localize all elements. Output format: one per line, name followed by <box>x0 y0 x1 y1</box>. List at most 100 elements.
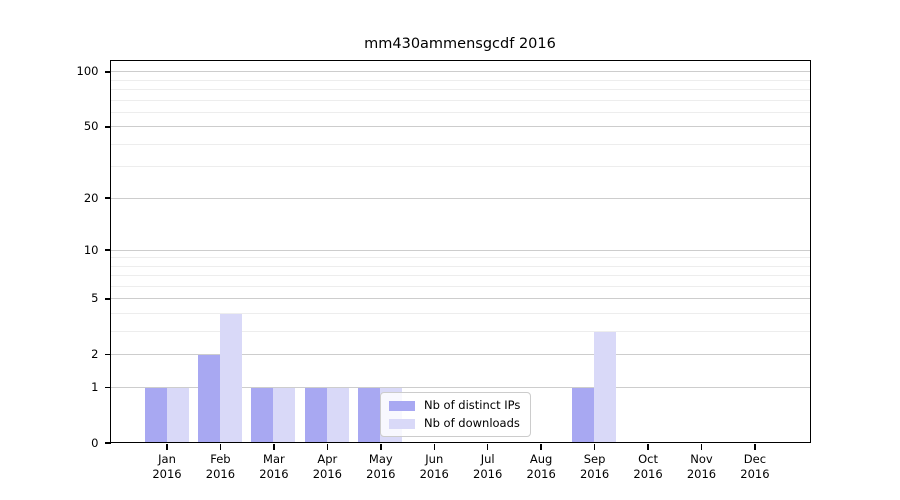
y-axis-tick-label: 2 <box>91 347 99 362</box>
minor-gridline <box>111 331 810 332</box>
legend-item-downloads: Nb of downloads <box>389 417 520 430</box>
x-axis-tick-label: Feb 2016 <box>192 452 248 482</box>
distinct-ips-bar <box>304 387 327 442</box>
y-axis-tick-label: 10 <box>83 242 99 257</box>
chart-title: mm430ammensgcdf 2016 <box>364 36 556 52</box>
x-tick-year: 2016 <box>686 467 717 481</box>
minor-gridline <box>111 265 810 267</box>
x-tick-year: 2016 <box>152 467 182 481</box>
downloads-bar <box>166 387 189 442</box>
x-axis-tick-label: Mar 2016 <box>246 452 302 482</box>
x-axis-tick-label: Dec 2016 <box>727 452 783 482</box>
minor-gridline <box>111 89 810 91</box>
minor-gridline <box>111 313 810 315</box>
x-tick-year: 2016 <box>579 467 610 481</box>
legend: Nb of distinct IPs Nb of downloads <box>380 392 532 437</box>
y-tick-mark <box>104 442 111 444</box>
major-gridline <box>111 354 810 356</box>
x-tick-year: 2016 <box>259 467 289 481</box>
x-tick-year: 2016 <box>526 467 556 481</box>
distinct-ips-bar <box>144 387 167 442</box>
x-tick-mark <box>326 443 329 450</box>
y-tick-mark <box>104 126 111 128</box>
minor-gridline <box>111 275 810 277</box>
major-gridline <box>111 386 810 388</box>
x-axis-tick-label: Aug 2016 <box>513 452 569 482</box>
downloads-bar <box>594 332 617 442</box>
y-axis-tick-label: 20 <box>83 190 99 205</box>
downloads-bar <box>273 387 296 442</box>
major-gridline <box>111 71 810 73</box>
x-tick-mark <box>593 443 596 450</box>
x-axis-tick-label: Sep 2016 <box>567 452 623 482</box>
x-tick-mark <box>273 443 275 450</box>
x-tick-month: May <box>368 452 393 466</box>
x-tick-year: 2016 <box>366 467 396 481</box>
y-tick-mark <box>104 249 111 251</box>
x-tick-month: Feb <box>210 452 231 466</box>
x-tick-year: 2016 <box>419 467 449 481</box>
y-axis-tick-label: 0 <box>91 435 99 450</box>
distinct-ips-bar <box>197 355 220 442</box>
distinct-ips-bar <box>251 387 274 442</box>
x-tick-year: 2016 <box>633 467 663 481</box>
minor-gridline <box>111 99 810 101</box>
x-tick-month: Jan <box>158 452 176 466</box>
x-tick-mark <box>486 443 489 450</box>
legend-swatch-distinct-ips <box>389 400 415 411</box>
distinct-ips-bar <box>358 387 381 442</box>
x-tick-year: 2016 <box>473 467 503 481</box>
x-axis-tick-label: Jul 2016 <box>460 452 516 482</box>
y-axis-tick-label: 50 <box>83 119 99 134</box>
x-tick-mark <box>433 443 435 450</box>
x-tick-month: Aug <box>529 452 553 466</box>
legend-item-distinct-ips: Nb of distinct IPs <box>389 399 520 412</box>
legend-label-distinct-ips: Nb of distinct IPs <box>424 398 521 412</box>
x-tick-mark <box>647 443 649 450</box>
x-tick-mark <box>540 443 542 450</box>
x-tick-mark <box>754 443 756 450</box>
downloads-bar <box>326 387 349 442</box>
minor-gridline <box>111 285 810 287</box>
y-axis-tick-label: 1 <box>91 379 99 394</box>
minor-gridline <box>111 143 810 145</box>
y-axis-tick-label: 5 <box>91 291 99 306</box>
y-tick-mark <box>104 197 111 199</box>
minor-gridline <box>111 111 810 113</box>
x-tick-month: Oct <box>638 452 658 466</box>
major-gridline <box>111 126 810 128</box>
x-axis-tick-label: Nov 2016 <box>674 452 730 482</box>
x-tick-mark <box>380 443 382 450</box>
x-tick-month: Apr <box>317 452 338 466</box>
y-tick-mark <box>104 71 111 73</box>
x-tick-year: 2016 <box>740 467 770 481</box>
x-tick-month: Jun <box>425 452 444 466</box>
legend-label-downloads: Nb of downloads <box>424 416 520 430</box>
x-tick-mark <box>700 443 703 450</box>
x-tick-mark <box>219 443 222 450</box>
x-tick-month: Nov <box>690 452 713 466</box>
downloads-bar <box>219 314 242 442</box>
x-tick-month: Mar <box>263 452 285 466</box>
x-tick-month: Jul <box>480 452 495 466</box>
minor-gridline <box>111 79 810 81</box>
legend-swatch-downloads <box>389 418 415 429</box>
x-tick-year: 2016 <box>312 467 342 481</box>
major-gridline <box>111 197 810 199</box>
x-axis-tick-label: May 2016 <box>353 452 409 482</box>
x-axis-tick-label: Apr 2016 <box>299 452 355 482</box>
distinct-ips-bar <box>572 387 595 442</box>
x-tick-year: 2016 <box>205 467 236 481</box>
x-tick-month: Dec <box>743 452 767 466</box>
major-gridline <box>111 249 810 251</box>
y-tick-mark <box>104 298 111 300</box>
x-axis-tick-label: Jun 2016 <box>406 452 462 482</box>
plot-area <box>110 60 811 443</box>
y-tick-mark <box>104 386 111 388</box>
x-axis-tick-label: Oct 2016 <box>620 452 676 482</box>
x-tick-month: Sep <box>583 452 606 466</box>
major-gridline <box>111 298 810 300</box>
minor-gridline <box>111 257 810 259</box>
y-axis-tick-label: 100 <box>76 64 99 79</box>
